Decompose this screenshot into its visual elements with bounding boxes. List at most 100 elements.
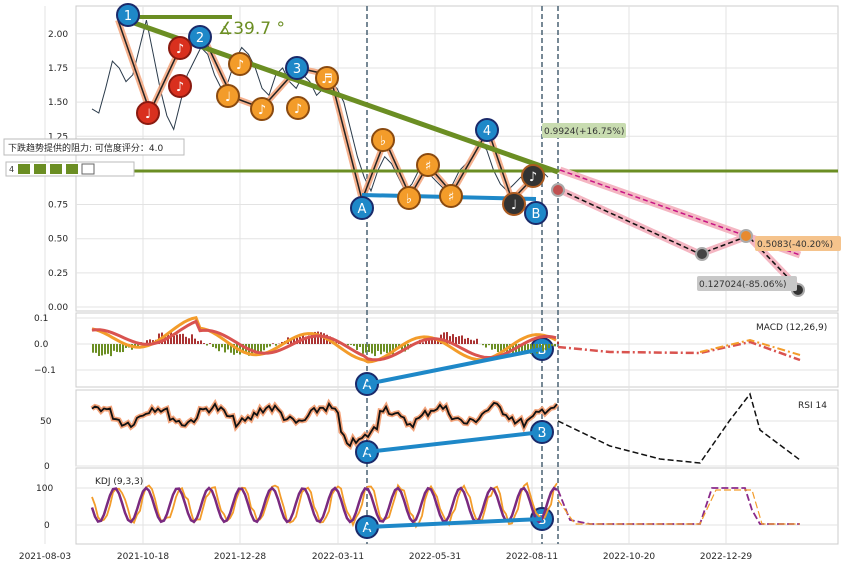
macd-bar (350, 344, 352, 345)
macd-bar (230, 344, 232, 353)
y-tick-label: 0.25 (48, 269, 68, 279)
rsi-line (91, 401, 558, 448)
macd-bar (500, 344, 502, 351)
tick-labels: 2.001.751.501.251.000.750.500.250.000.10… (19, 30, 753, 562)
note-marker (315, 66, 339, 90)
macd-bar (371, 344, 373, 354)
macd-bar (116, 344, 118, 352)
macd-bar (542, 344, 544, 352)
y-tick-label: 100 (36, 484, 53, 494)
macd-bar (356, 344, 358, 350)
note-marker (250, 97, 274, 121)
macd-bar (527, 344, 529, 353)
resistance-label: 下跌趋势提供的阻力: 可信度评分：4.0 (8, 142, 163, 154)
kdj-forecast-2 (557, 489, 800, 525)
macd-bar (488, 344, 490, 346)
macd-bar (428, 340, 430, 344)
macd-bar (227, 344, 229, 350)
x-tick-label: 2021-10-18 (117, 552, 170, 562)
macd-bar (539, 344, 541, 348)
macd-bar (434, 338, 436, 344)
rating-star (18, 164, 30, 174)
macd-bar (149, 339, 151, 344)
wave-marker (116, 3, 140, 27)
macd-bar (134, 344, 136, 346)
macd-bar (530, 344, 532, 355)
sell-marker (168, 36, 192, 60)
macd-bar (146, 340, 148, 344)
macd-bar (545, 344, 547, 351)
macd-title: MACD (12,26,9) (756, 323, 827, 333)
macd-bar (368, 344, 370, 353)
macd-bar (266, 344, 268, 348)
y-tick-label: 0.50 (48, 235, 68, 245)
note-marker (216, 84, 240, 108)
note-marker (397, 186, 421, 210)
macd-bar (179, 334, 181, 344)
y-tick-label: 0 (44, 462, 50, 472)
macd-bar (374, 344, 376, 357)
rating-star (66, 164, 78, 174)
rating-star (50, 164, 62, 174)
macd-bar (212, 344, 214, 347)
macd-bar (389, 344, 391, 354)
sell-marker-label: ♪ (176, 42, 184, 57)
projection-mid (559, 189, 801, 291)
macd-bar (122, 344, 124, 353)
wave-marker-label: 3 (293, 62, 301, 77)
wave-marker (188, 25, 212, 49)
macd-bar (386, 344, 388, 354)
macd-bar (365, 344, 367, 353)
macd-bar (470, 339, 472, 344)
macd-bar (449, 336, 451, 344)
macd-bar (494, 344, 496, 350)
rating-label: 4 (9, 165, 14, 174)
divergence-marker-label: A (363, 521, 372, 536)
macd-bar (92, 344, 94, 353)
macd-bar (269, 344, 271, 347)
macd-bar (95, 344, 97, 353)
x-tick-label: 2022-12-29 (700, 552, 753, 562)
divergence-marker-label: A (363, 446, 372, 461)
proj-label-box (755, 236, 841, 251)
macd-bar (554, 344, 556, 347)
macd-bar (392, 344, 394, 355)
projection-node (551, 183, 565, 197)
macd-bar (548, 344, 550, 349)
macd-bar (491, 344, 493, 350)
dark-marker-label: ♪ (529, 170, 537, 185)
proj-label-up: 0.9924(+16.75%) (544, 127, 624, 137)
sell-marker (168, 74, 192, 98)
note-marker (286, 96, 310, 120)
macd-bar (377, 344, 379, 351)
rsi-title: RSI 14 (798, 401, 827, 411)
price-panel-frame (75, 5, 839, 312)
macd-bar (455, 337, 457, 344)
y-tick-label: −0.1 (34, 366, 56, 376)
x-tick-label: 2022-05-31 (409, 552, 461, 562)
macd-bar (524, 344, 526, 353)
macd-bar (443, 332, 445, 344)
wave-marker-label: 1 (124, 9, 132, 24)
macd-bar (452, 334, 454, 344)
kdj-forecast (557, 487, 800, 525)
macd-bar (383, 344, 385, 352)
macd-bar (176, 334, 178, 344)
note-marker (416, 153, 440, 177)
macd-bar (473, 340, 475, 344)
y-tick-label: 0.75 (48, 201, 68, 211)
sell-marker-label: ♩ (145, 107, 151, 122)
y-tick-label: 1.25 (48, 132, 68, 142)
macd-bar (209, 343, 211, 344)
macd-bar (194, 338, 196, 344)
wave-marker-label: 2 (196, 31, 204, 46)
macd-bar (260, 344, 262, 354)
macd-bar (476, 338, 478, 344)
sell-marker (136, 101, 160, 125)
macd-bar (467, 337, 469, 344)
wave-marker-label: A (358, 202, 367, 217)
x-tick-label: 2021-08-03 (19, 552, 71, 562)
note-marker-label: ♪ (294, 102, 302, 117)
macd-bar (482, 344, 484, 346)
